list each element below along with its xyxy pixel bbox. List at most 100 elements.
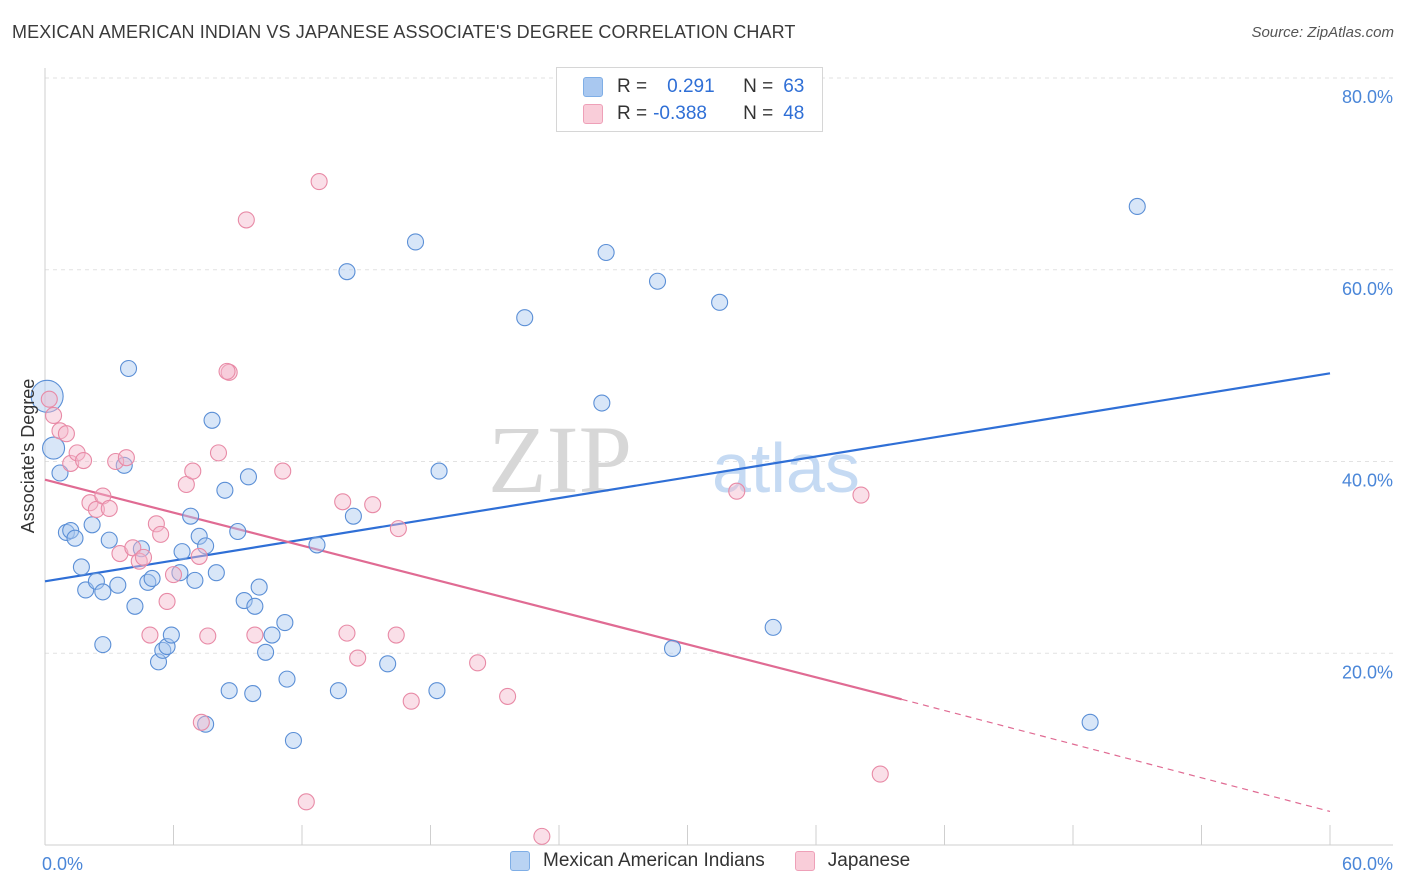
point-japanese — [728, 482, 746, 500]
legend-swatch-pink — [794, 851, 815, 871]
legend-n-value: 48 — [783, 103, 805, 124]
point-japanese — [107, 452, 125, 471]
trend-line-japanese — [44, 478, 902, 701]
point-mexican-american-indians — [109, 576, 127, 594]
point-mexican-american-indians — [126, 597, 144, 615]
trend-lines — [44, 372, 1331, 813]
point-mexican-american-indians — [171, 564, 189, 582]
point-japanese — [192, 713, 210, 731]
point-mexican-american-indians — [308, 536, 326, 554]
point-japanese — [190, 547, 208, 565]
point-mexican-american-indians — [220, 682, 238, 700]
legend-swatch-blue — [583, 77, 603, 97]
point-japanese — [45, 406, 63, 425]
point-japanese — [164, 566, 183, 584]
point-japanese — [852, 486, 870, 504]
legend-item-japanese: Japanese — [794, 850, 910, 872]
x-tick-label: 60.0% — [1342, 854, 1393, 874]
y-tick-label: 40.0% — [1342, 471, 1393, 491]
point-japanese — [246, 626, 264, 644]
watermark-zip: ZIP — [488, 406, 632, 513]
point-japanese — [117, 449, 135, 467]
tick-labels: 20.0% 40.0% 60.0% 80.0% 0.0% 60.0% — [42, 87, 1393, 874]
source-label: Source: ZipAtlas.com — [1251, 24, 1394, 41]
point-japanese — [349, 649, 367, 667]
point-mexican-american-indians — [94, 636, 112, 654]
point-mexican-american-indians — [338, 263, 356, 281]
point-mexican-american-indians — [72, 558, 90, 576]
y-tick-label: 20.0% — [1342, 662, 1393, 682]
trend-line-japanese-extension — [901, 698, 1331, 813]
y-axis-label: Associate's Degree — [18, 379, 38, 534]
point-mexican-american-indians — [186, 571, 204, 589]
point-japanese — [209, 444, 228, 462]
point-mexican-american-indians — [329, 682, 347, 700]
point-japanese — [100, 499, 118, 518]
point-mexican-american-indians — [83, 516, 101, 534]
chart-title: MEXICAN AMERICAN INDIAN VS JAPANESE ASSO… — [12, 22, 796, 42]
point-mexican-american-indians — [276, 614, 294, 632]
point-mexican-american-indians — [239, 468, 258, 486]
point-japanese — [871, 765, 889, 783]
point-japanese — [310, 172, 328, 191]
point-mexican-american-indians — [244, 684, 262, 703]
data-points — [30, 172, 1146, 845]
legend-r-label: R = — [617, 103, 648, 124]
y-tick-label: 60.0% — [1342, 279, 1393, 299]
point-mexican-american-indians — [1081, 713, 1099, 731]
legend-n-value: 63 — [783, 76, 805, 97]
point-mexican-american-indians — [284, 731, 302, 750]
point-mexican-american-indians — [229, 522, 247, 541]
point-mexican-american-indians — [66, 529, 84, 547]
point-mexican-american-indians — [235, 591, 253, 610]
point-japanese — [147, 515, 165, 533]
point-japanese — [387, 626, 405, 644]
trend-line-mexican-american-indians — [44, 372, 1331, 583]
y-tick-label: 80.0% — [1342, 87, 1393, 107]
legend-row-japanese: R = -0.388 N = 48 — [583, 101, 804, 127]
point-mexican-american-indians — [263, 626, 281, 644]
legend-r-label: R = — [617, 76, 648, 97]
point-mexican-american-indians — [216, 481, 234, 499]
point-mexican-american-indians — [278, 670, 296, 688]
point-mexican-american-indians — [1128, 197, 1146, 216]
gridlines — [45, 77, 1393, 654]
point-japanese — [40, 390, 58, 408]
x-tick-label: 0.0% — [42, 854, 83, 874]
axes — [44, 68, 1393, 846]
point-mexican-american-indians — [597, 243, 615, 262]
point-japanese — [62, 454, 80, 472]
point-mexican-american-indians — [257, 643, 275, 661]
point-japanese — [158, 592, 176, 611]
point-mexican-american-indians — [173, 543, 191, 561]
point-mexican-american-indians — [51, 464, 69, 482]
point-mexican-american-indians — [430, 462, 448, 480]
point-japanese — [134, 548, 153, 566]
point-mexican-american-indians — [593, 394, 611, 412]
legend-n-label: N = — [743, 103, 774, 124]
point-mexican-american-indians — [100, 531, 118, 549]
point-japanese — [141, 626, 159, 644]
point-mexican-american-indians — [203, 411, 221, 429]
point-mexican-american-indians — [197, 537, 215, 555]
point-mexican-american-indians — [711, 293, 729, 311]
point-mexican-american-indians — [406, 233, 425, 251]
legend-swatch-pink — [583, 104, 603, 124]
point-mexican-american-indians — [162, 626, 180, 644]
point-mexican-american-indians — [143, 569, 161, 588]
point-mexican-american-indians — [428, 682, 446, 700]
point-mexican-american-indians — [516, 309, 534, 327]
point-mexican-american-indians — [119, 359, 138, 378]
point-mexican-american-indians — [190, 527, 208, 545]
point-japanese — [338, 624, 356, 642]
watermark-atlas: atlas — [712, 429, 860, 507]
watermark: ZIP atlas — [488, 406, 860, 513]
legend-label: Mexican American Indians — [543, 850, 765, 871]
point-japanese — [199, 627, 217, 645]
point-japanese — [75, 451, 93, 470]
point-mexican-american-indians — [250, 578, 268, 596]
point-japanese — [184, 462, 202, 480]
legend-r-value: -0.388 — [653, 103, 707, 124]
point-mexican-american-indians — [42, 436, 66, 460]
point-mexican-american-indians — [344, 507, 362, 525]
